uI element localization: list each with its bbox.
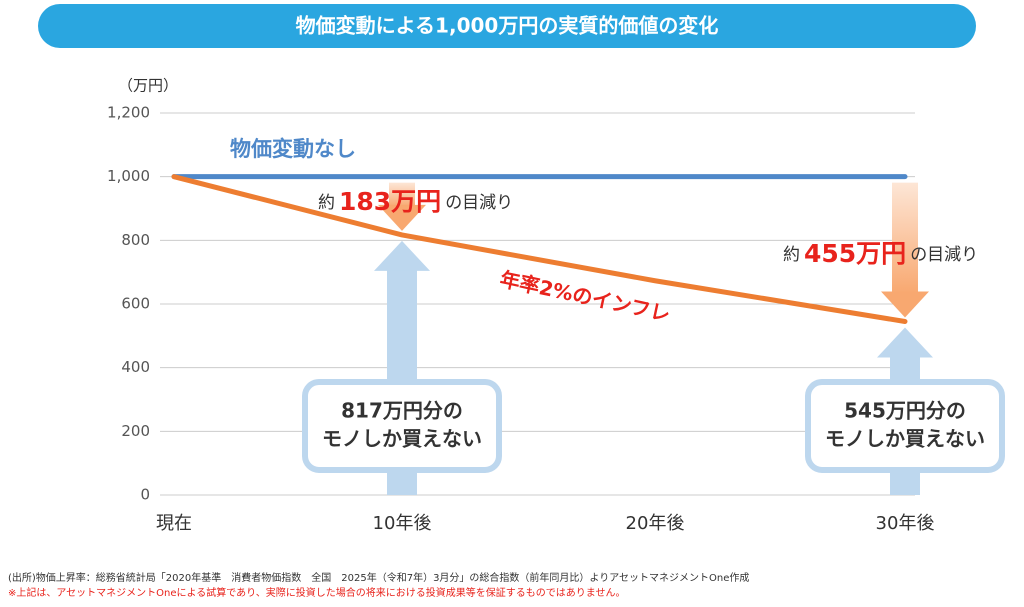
note-box (302, 379, 502, 473)
series-label: 物価変動なし (230, 137, 356, 161)
x-tick-label: 30年後 (876, 513, 935, 534)
x-tick-label: 10年後 (373, 513, 432, 534)
arrow-shaft (892, 182, 918, 294)
annotation-prefix: 約 (783, 245, 800, 265)
y-tick-label: 800 (121, 231, 150, 249)
chart-title: 物価変動による1,000万円の実質的価値の変化 (296, 14, 719, 38)
y-tick-label: 0 (140, 486, 150, 504)
annotation-suffix: の目減り (445, 193, 513, 213)
arrow-head (881, 291, 929, 318)
annotation-prefix: 約 (318, 193, 335, 213)
y-tick-label: 200 (121, 422, 150, 440)
note-box (805, 379, 1005, 473)
series-line (171, 174, 908, 325)
box-text: 545万円分の (844, 399, 966, 423)
arrow-head (877, 327, 933, 358)
annotation-suffix: の目減り (910, 245, 978, 265)
box-text: 817万円分の (341, 399, 463, 423)
annotation: 約 455万円 の目減り (783, 239, 978, 268)
x-tick-label: 現在 (156, 513, 192, 534)
arrow-head (374, 240, 430, 271)
y-tick-label: 1,000 (107, 167, 150, 185)
x-tick-label: 20年後 (626, 513, 685, 534)
arrow-shaft (389, 182, 415, 207)
annotation-amount: 455万円 (804, 239, 906, 268)
box-text: モノしか買えない (322, 427, 482, 451)
y-tick-label: 400 (121, 358, 150, 376)
series-label: 年率2%のインフレ (498, 267, 673, 327)
y-unit: （万円） (118, 77, 178, 95)
footnote: ※上記は、アセットマネジメントOneによる試算であり、実際に投資した場合の将来に… (8, 586, 625, 599)
title-banner (38, 4, 976, 48)
footnote: (出所)物価上昇率：総務省統計局「2020年基準 消費者物価指数 全国 2025… (8, 571, 749, 584)
arrow-head (378, 204, 426, 231)
annotation-amount: 183万円 (339, 187, 441, 216)
box-text: モノしか買えない (825, 427, 985, 451)
annotation: 約 183万円 の目減り (318, 187, 513, 216)
y-tick-label: 600 (121, 295, 150, 313)
y-tick-label: 1,200 (107, 104, 150, 122)
